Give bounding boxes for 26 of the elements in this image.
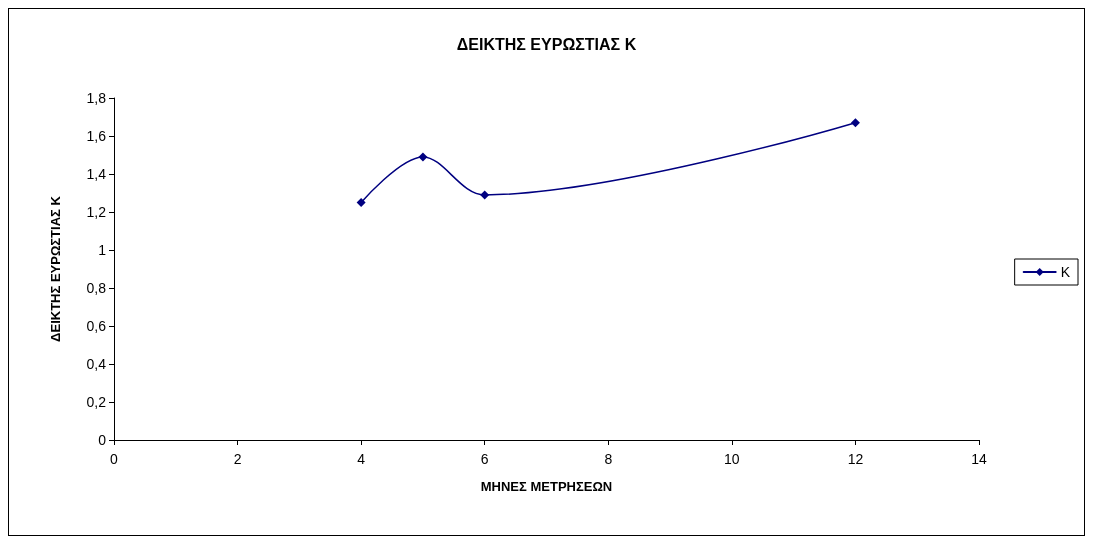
x-tick-label: 10 [724, 451, 740, 467]
point [850, 118, 860, 128]
y-axis-title: ΔΕΙΚΤΗΣ ΕΥΡΩΣΤΙΑΣ Κ [48, 195, 63, 342]
y-tick-label: 1,2 [86, 204, 107, 220]
x-tick-label: 4 [357, 451, 366, 467]
y-tick-label: 0,6 [86, 318, 107, 334]
y-tick-label: 0,4 [86, 356, 107, 372]
y-tick-label: 1,6 [86, 128, 107, 144]
y-tick-label: 1,8 [86, 90, 107, 106]
x-tick-label: 0 [110, 451, 119, 467]
chart-title: ΔΕΙΚΤΗΣ ΕΥΡΩΣΤΙΑΣ Κ [456, 35, 637, 53]
y-tick-label: 0,2 [86, 394, 107, 410]
y-tick-label: 1 [98, 242, 107, 258]
point [356, 198, 366, 207]
y-tick-label: 1,4 [86, 166, 107, 182]
y-tick-label: 0,8 [86, 280, 107, 296]
point [418, 152, 428, 162]
x-tick-label: 6 [480, 451, 489, 467]
x-axis-title: ΜΗΝΕΣ ΜΕΤΡΗΣΕΩΝ [480, 479, 613, 494]
legend-label: Κ [1060, 264, 1071, 280]
point [480, 190, 490, 200]
x-tick-label: 12 [847, 451, 864, 467]
x-tick-label: 14 [971, 451, 987, 467]
x-tick-label: 2 [233, 451, 242, 467]
x-tick-label: 8 [604, 451, 613, 467]
y-tick-label: 0 [98, 432, 107, 448]
